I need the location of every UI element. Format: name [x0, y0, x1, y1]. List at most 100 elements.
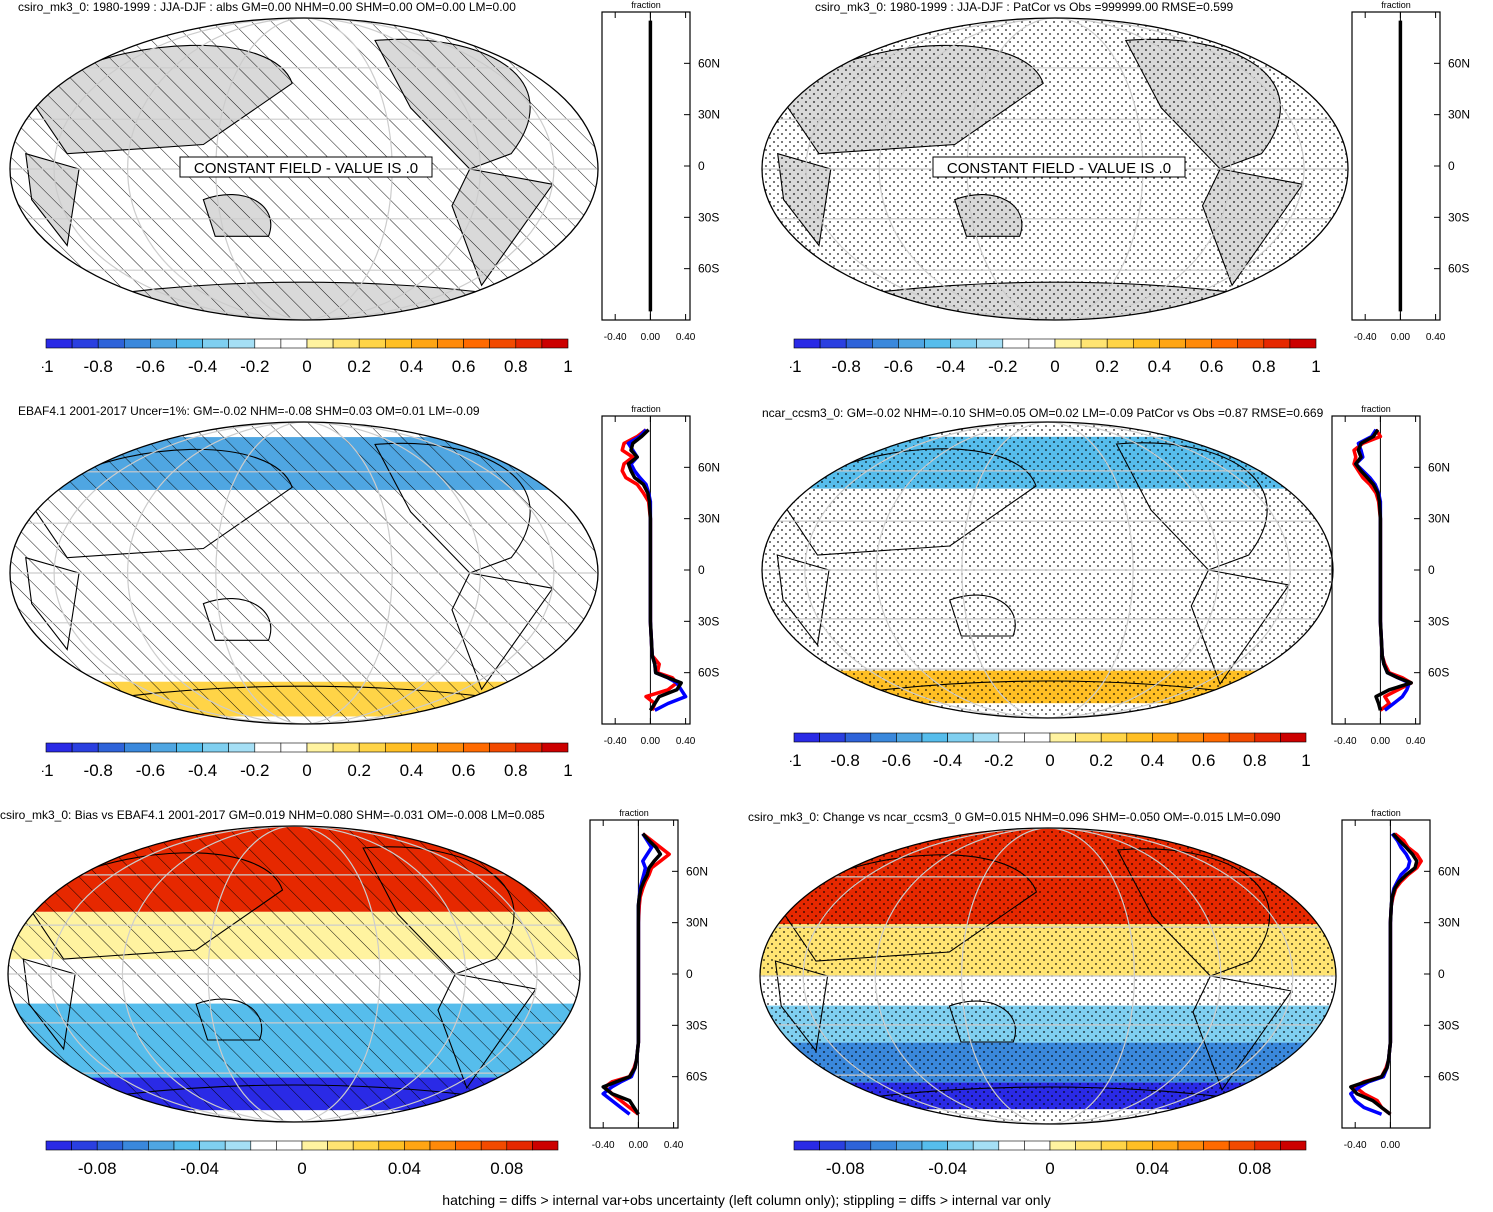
colorbar-swatch	[793, 338, 821, 349]
colorbar-swatch	[254, 338, 282, 349]
side-ytick-label: 60S	[1448, 262, 1469, 276]
colorbar-tick-label: 0.6	[452, 357, 476, 376]
colorbar-swatch	[947, 1140, 974, 1151]
side-ytick-label: 60N	[1448, 56, 1470, 70]
zonal-mean-plot: fraction -0.40 0.00 0.40 60N 30N 0 30S 60S	[589, 808, 708, 1151]
colorbar-swatch	[480, 1140, 508, 1151]
zonal-mean-plot: fraction -0.40 0.00 0.40 60N 30N 0 30S 60S	[1351, 0, 1470, 343]
colorbar-tick-label: 0.8	[504, 357, 528, 376]
zonal-mean-line	[601, 832, 663, 1116]
side-ytick-label: 0	[686, 967, 693, 981]
side-xlabel: fraction	[1361, 404, 1391, 414]
colorbar-tick-label: 0.08	[490, 1159, 523, 1178]
colorbar-swatch	[1080, 338, 1108, 349]
colorbar-swatch	[352, 1140, 380, 1151]
colorbar-swatch	[819, 1140, 846, 1151]
colorbar-swatch	[950, 338, 978, 349]
side-ytick-label: 60S	[1428, 666, 1449, 680]
colorbar-swatch	[1054, 338, 1082, 349]
side-xtick-label: 0.00	[641, 332, 661, 343]
colorbar-swatch	[898, 338, 925, 349]
colorbar-swatch	[301, 1140, 328, 1151]
colorbar-swatch	[972, 732, 1000, 743]
colorbar-swatch	[541, 742, 569, 753]
side-ytick-label: 30S	[1438, 1018, 1459, 1032]
panel-title: csiro_mk3_0: Bias vs EBAF4.1 2001-2017 G…	[0, 808, 545, 822]
side-xtick-label: 0.40	[1426, 332, 1446, 343]
panel-title: ncar_ccsm3_0: GM=-0.02 NHM=-0.10 SHM=0.0…	[762, 406, 1324, 420]
colorbar-swatch	[1028, 338, 1056, 349]
colorbar-swatch	[71, 1140, 98, 1151]
colorbar-swatch	[793, 732, 820, 743]
colorbar-tick-label: -0.4	[188, 761, 217, 780]
colorbar-swatch	[148, 1140, 175, 1151]
zonal-mean-line	[626, 428, 683, 712]
side-xlabel: fraction	[631, 404, 661, 414]
colorbar-swatch	[1075, 732, 1102, 743]
colorbar-swatch	[976, 338, 1004, 349]
colorbar-tick-label: 0.8	[1252, 357, 1276, 376]
side-ytick-label: 60S	[698, 262, 719, 276]
colorbar: -0.08 -0.04 0 0.04 0.08	[45, 1140, 559, 1178]
colorbar-tick-label: 0.2	[347, 761, 371, 780]
colorbar-tick-label: -0.6	[882, 751, 911, 770]
colorbar-swatch	[254, 742, 282, 753]
colorbar-swatch	[1024, 732, 1051, 743]
colorbar-tick-label: 1	[563, 761, 572, 780]
side-ytick-label: 30S	[698, 210, 719, 224]
colorbar-swatch	[1106, 338, 1134, 349]
side-ytick-label: 60S	[1438, 1070, 1459, 1084]
colorbar-swatch	[1132, 338, 1160, 349]
colorbar-swatch	[97, 338, 125, 349]
colorbar-tick-label: 0.8	[504, 761, 528, 780]
side-ytick-label: 30N	[1438, 916, 1460, 930]
colorbar-swatch	[1024, 1140, 1051, 1151]
colorbar-swatch	[411, 338, 438, 349]
colorbar-swatch	[1237, 338, 1265, 349]
colorbar-swatch	[998, 732, 1025, 743]
side-ytick-label: 60N	[686, 864, 708, 878]
colorbar-swatch	[506, 1140, 533, 1151]
colorbar-tick-label: -0.6	[136, 357, 165, 376]
colorbar-swatch	[463, 742, 491, 753]
plot-frame	[1351, 11, 1441, 321]
colorbar-tick-label: -0.2	[240, 357, 269, 376]
plot-frame	[601, 11, 691, 321]
colorbar-tick-label: 0.2	[1089, 751, 1113, 770]
colorbar-tick-label: -0.8	[84, 761, 113, 780]
colorbar-swatch	[71, 742, 99, 753]
colorbar-tick-label: -0.2	[984, 751, 1013, 770]
zonal-mean-line	[1349, 832, 1412, 1116]
colorbar-swatch	[844, 1140, 872, 1151]
colorbar-swatch	[1254, 1140, 1281, 1151]
side-ytick-label: 60N	[698, 56, 720, 70]
colorbar-swatch	[870, 732, 897, 743]
colorbar: -1 -0.8 -0.6 -0.4 -0.2 0 0.2 0.4 0.6 0.8 1	[790, 732, 1310, 770]
side-ytick-label: 30S	[1428, 614, 1449, 628]
side-xtick-label: 0.00	[629, 1140, 649, 1151]
colorbar-swatch	[921, 1140, 948, 1151]
colorbar-swatch	[972, 1140, 1000, 1151]
side-ytick-label: 60N	[1428, 460, 1450, 474]
side-ytick-label: 60S	[686, 1070, 707, 1084]
map	[7, 825, 581, 1123]
colorbar-tick-label: 0.6	[1192, 751, 1216, 770]
colorbar-tick-label: 0.4	[1141, 751, 1165, 770]
colorbar-swatch	[176, 742, 203, 753]
side-xtick-label: 0.00	[1391, 332, 1411, 343]
zonal-mean-line	[601, 832, 654, 1116]
colorbar-swatch	[463, 338, 491, 349]
side-xtick-label: 0.40	[676, 332, 696, 343]
colorbar-tick-label: -1	[790, 357, 802, 376]
side-xtick-label: -0.40	[1344, 1140, 1367, 1151]
colorbar-swatch	[202, 338, 230, 349]
panel-title: EBAF4.1 2001-2017 Uncer=1%: GM=-0.02 NHM…	[18, 404, 480, 418]
colorbar-swatch	[173, 1140, 200, 1151]
colorbar-swatch	[1177, 1140, 1204, 1151]
colorbar-swatch	[845, 338, 873, 349]
colorbar-swatch	[515, 742, 543, 753]
side-xtick-label: -0.40	[592, 1140, 615, 1151]
colorbar-swatch	[45, 742, 73, 753]
side-ytick-label: 0	[1428, 563, 1435, 577]
colorbar-swatch	[276, 1140, 303, 1151]
